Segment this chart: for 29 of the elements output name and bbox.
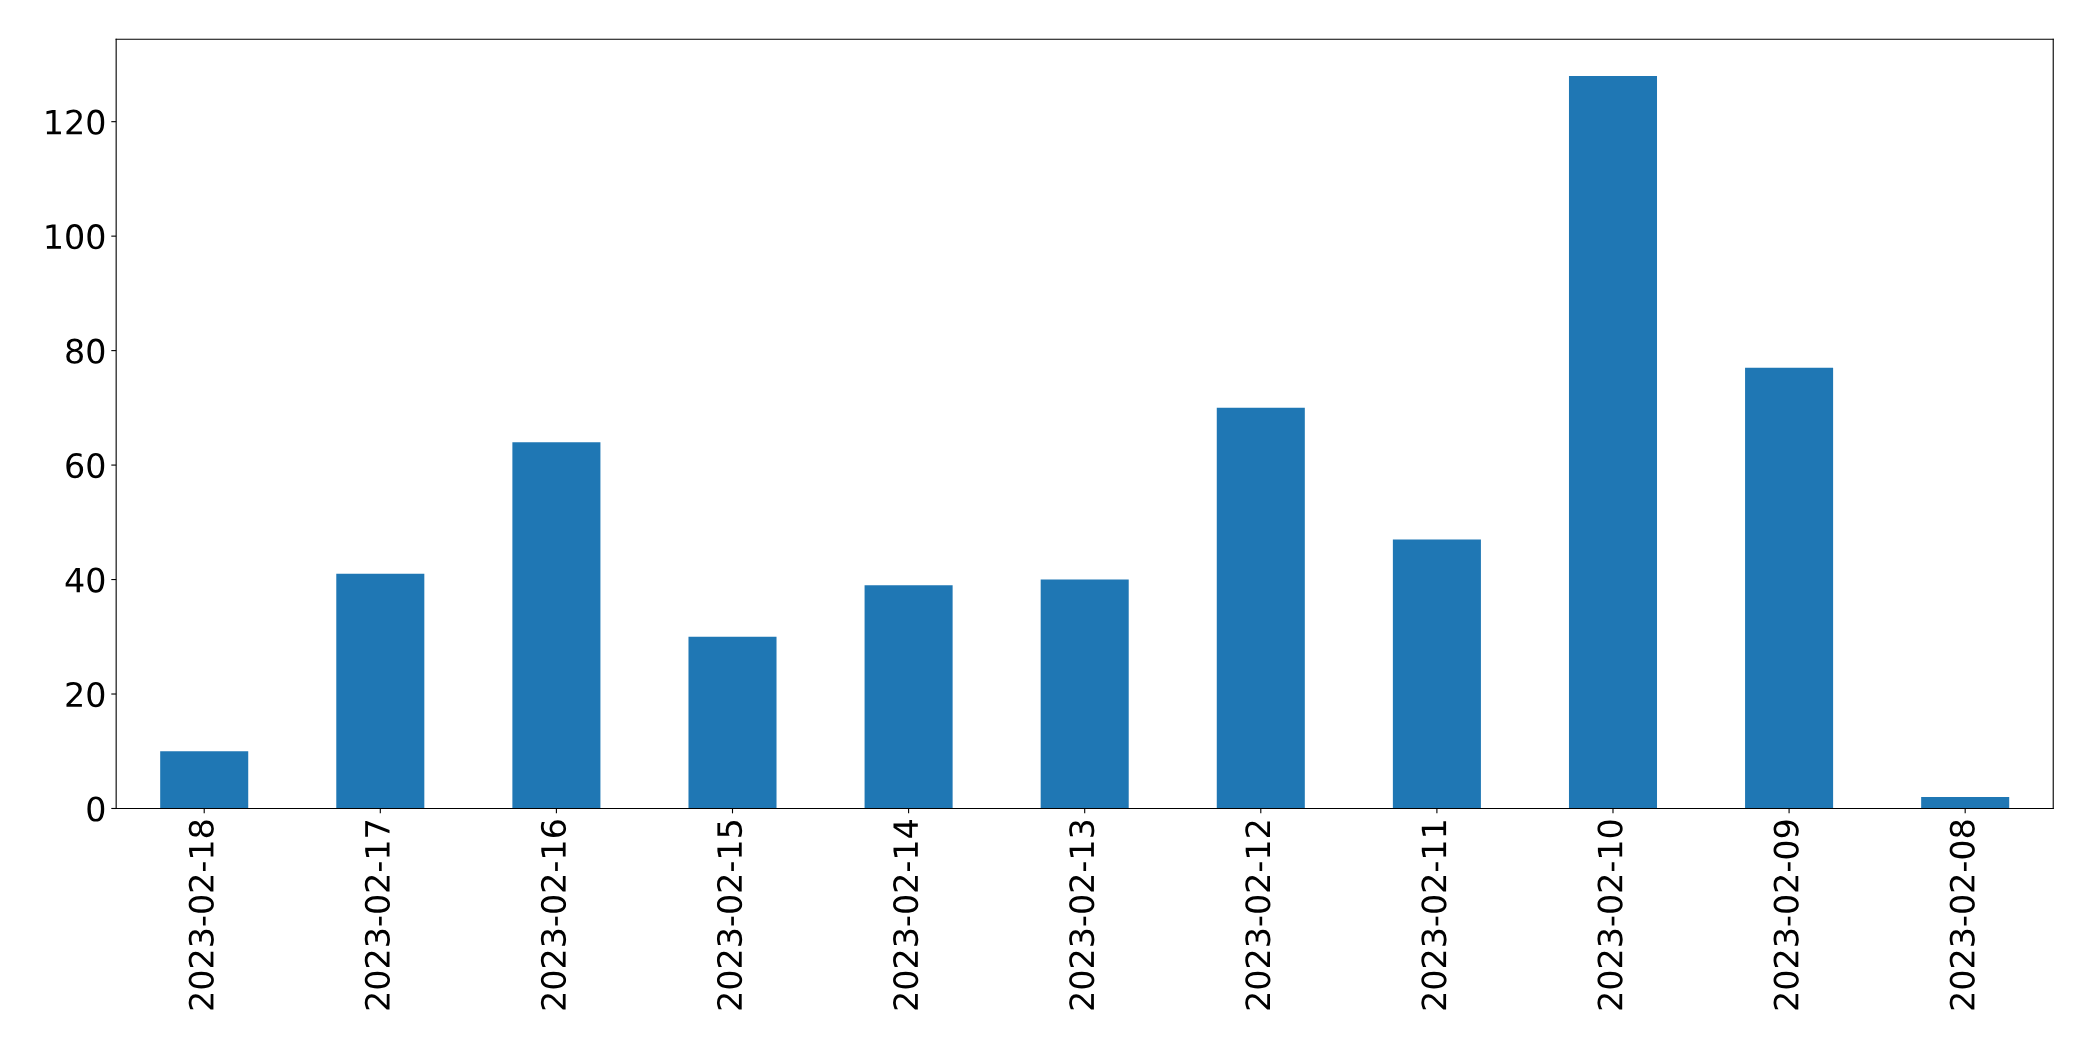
y-tick-label: 40 [65, 567, 105, 593]
bar [864, 585, 953, 809]
bar [1921, 797, 2010, 809]
x-tick-label: 2023-02-17 [364, 821, 390, 1010]
x-tick-label: 2023-02-13 [1069, 820, 1095, 1010]
x-tick-label: 2023-02-08 [1949, 820, 1975, 1010]
bar [1392, 539, 1481, 809]
y-tick-label: 100 [46, 224, 105, 250]
bar [336, 573, 425, 809]
bar [1216, 407, 1305, 809]
bar [160, 751, 249, 809]
bar [1568, 75, 1658, 809]
x-tick-label: 2023-02-11 [1421, 821, 1447, 1010]
bar [512, 442, 601, 809]
x-tick-label: 2023-02-18 [188, 820, 214, 1010]
y-tick-label: 80 [66, 338, 105, 364]
x-tick-label: 2023-02-14 [893, 820, 919, 1010]
y-tick-label: 20 [66, 681, 105, 708]
bar [1040, 579, 1129, 809]
y-tick-label: 120 [46, 109, 105, 135]
x-tick-label: 2023-02-12 [1245, 821, 1271, 1010]
x-tick-label: 2023-02-16 [540, 820, 567, 1010]
bar [688, 636, 777, 809]
x-tick-label: 2023-02-15 [716, 821, 743, 1010]
y-tick-label: 0 [87, 796, 105, 822]
bar [1745, 367, 1834, 809]
x-tick-label: 2023-02-09 [1773, 820, 1799, 1010]
x-tick-label: 2023-02-10 [1597, 820, 1623, 1010]
y-tick-label: 60 [66, 453, 105, 479]
